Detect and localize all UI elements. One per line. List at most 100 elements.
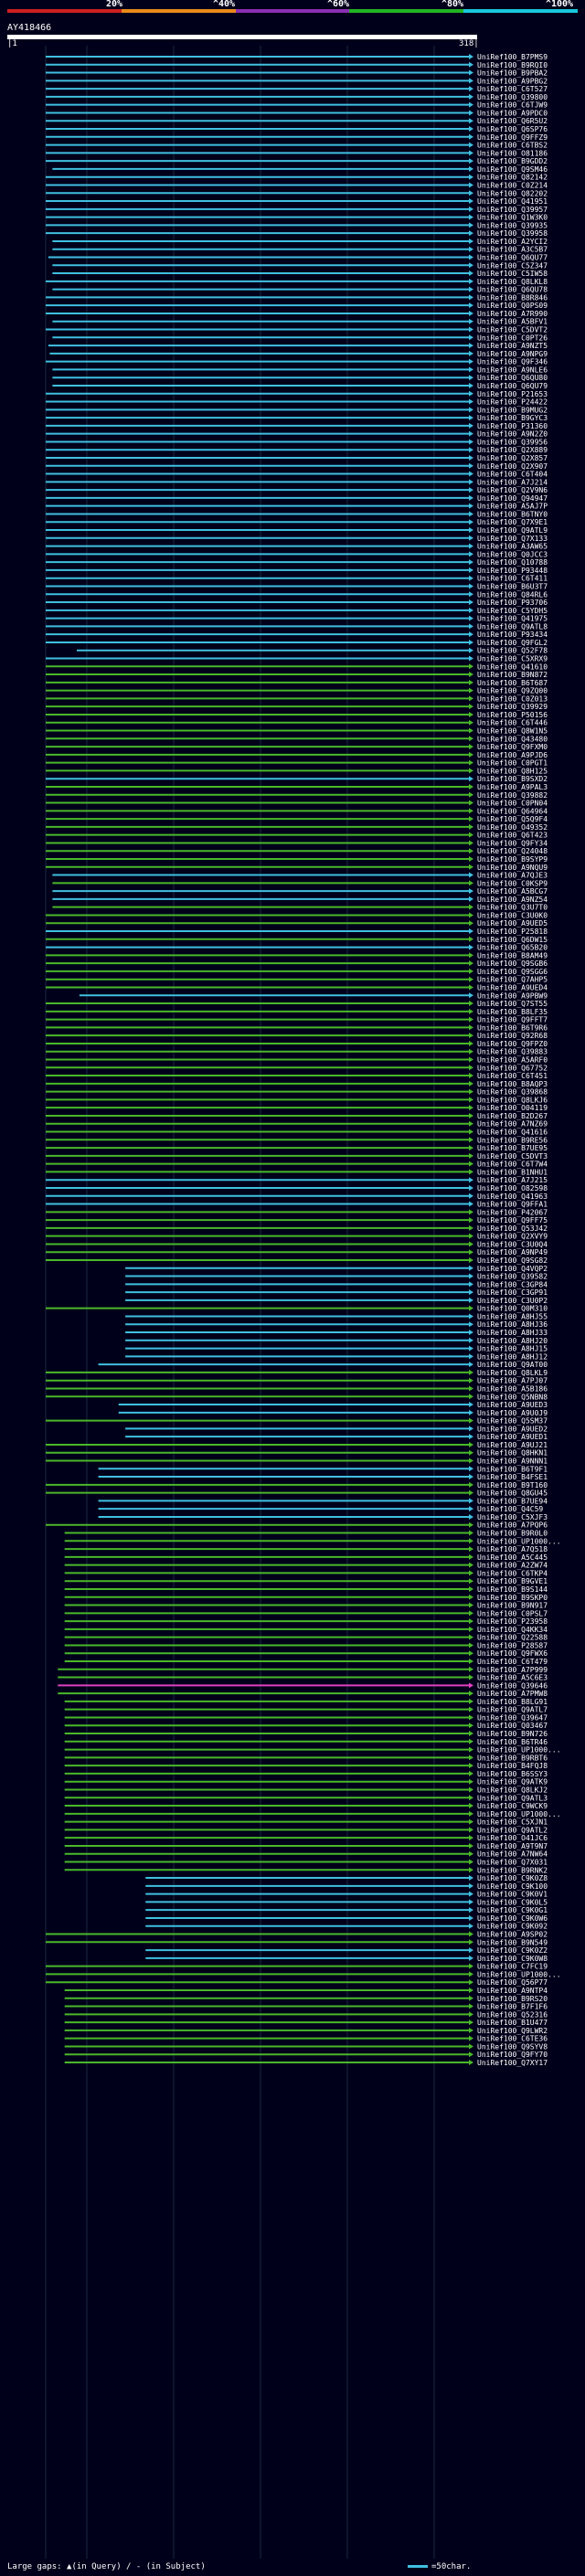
hit-label[interactable]: UniRef100_Q39929	[477, 703, 548, 711]
hit-label[interactable]: UniRef100_Q7XY17	[477, 2059, 548, 2067]
hit-label[interactable]: UniRef100_Q53J42	[477, 1224, 548, 1233]
hit-label[interactable]: UniRef100_C0Z214	[477, 181, 548, 189]
hit-label[interactable]: UniRef100_B8AM49	[477, 951, 548, 959]
hit-label[interactable]: UniRef100_B7UE94	[477, 1497, 548, 1505]
hit-label[interactable]: UniRef100_B9N726	[477, 1730, 548, 1738]
hit-label[interactable]: UniRef100_Q9SYV8	[477, 2042, 548, 2051]
hit-label[interactable]: UniRef100_B9RS20	[477, 1995, 548, 2003]
hit-label[interactable]: UniRef100_Q10788	[477, 558, 548, 567]
hit-label[interactable]: UniRef100_A9UED1	[477, 1433, 548, 1441]
hit-label[interactable]: UniRef100_A7NZ69	[477, 1120, 548, 1129]
hit-label[interactable]: UniRef100_Q5Q9F4	[477, 815, 548, 823]
hit-label[interactable]: UniRef100_A7J215	[477, 1176, 548, 1184]
hit-label[interactable]: UniRef100_C9K100	[477, 1882, 548, 1891]
hit-label[interactable]: UniRef100_C6TE36	[477, 2035, 548, 2043]
hit-label[interactable]: UniRef100_C9K0Z2	[477, 1946, 548, 1955]
hit-label[interactable]: UniRef100_C6TJW9	[477, 101, 548, 110]
hit-label[interactable]: UniRef100_A3AW65	[477, 543, 548, 551]
hit-label[interactable]: UniRef100_Q9F346	[477, 358, 548, 366]
hit-label[interactable]: UniRef100_O82598	[477, 1184, 548, 1193]
hit-label[interactable]: UniRef100_A5BFV1	[477, 318, 548, 326]
hit-label[interactable]: UniRef100_Q6DW15	[477, 936, 548, 944]
hit-label[interactable]: UniRef100_C0PN04	[477, 800, 548, 808]
hit-label[interactable]: UniRef100_Q39646	[477, 1681, 548, 1690]
hit-label[interactable]: UniRef100_A7NW64	[477, 1850, 548, 1859]
hit-label[interactable]: UniRef100_Q39883	[477, 1048, 548, 1056]
hit-label[interactable]: UniRef100_Q6QU80	[477, 374, 548, 382]
hit-label[interactable]: UniRef100_Q9FY34	[477, 839, 548, 847]
hit-label[interactable]: UniRef100_Q22588	[477, 1634, 548, 1642]
hit-label[interactable]: UniRef100_C6T479	[477, 1658, 548, 1666]
hit-label[interactable]: UniRef100_Q5NBN8	[477, 1393, 548, 1401]
hit-label[interactable]: UniRef100_Q52316	[477, 2010, 548, 2019]
hit-label[interactable]: UniRef100_B9GYC3	[477, 414, 548, 422]
hit-label[interactable]: UniRef100_B1NHU1	[477, 1168, 548, 1176]
hit-label[interactable]: UniRef100_C5Z347	[477, 261, 548, 270]
hit-label[interactable]: UniRef100_Q9ATK9	[477, 1778, 548, 1786]
hit-label[interactable]: UniRef100_Q9FFZ9	[477, 133, 548, 142]
hit-label[interactable]: UniRef100_B8LF35	[477, 1008, 548, 1016]
hit-label[interactable]: UniRef100_Q84RL6	[477, 590, 548, 599]
hit-label[interactable]: UniRef100_Q9SGB6	[477, 959, 548, 968]
hit-label[interactable]: UniRef100_C6TBS2	[477, 142, 548, 150]
hit-label[interactable]: UniRef100_C5DVT3	[477, 1152, 548, 1161]
hit-label[interactable]: UniRef100_Q39935	[477, 221, 548, 229]
hit-label[interactable]: UniRef100_B9SXD2	[477, 775, 548, 783]
hit-label[interactable]: UniRef100_A9U0J9	[477, 1409, 548, 1417]
hit-label[interactable]: UniRef100_C9K0G1	[477, 1906, 548, 1914]
hit-label[interactable]: UniRef100_A5ARF0	[477, 1056, 548, 1065]
hit-label[interactable]: UniRef100_A7P999	[477, 1666, 548, 1674]
hit-label[interactable]: UniRef100_C0PGT1	[477, 759, 548, 768]
hit-label[interactable]: UniRef100_B1U477	[477, 2019, 548, 2027]
hit-label[interactable]: UniRef100_B8R846	[477, 293, 548, 302]
hit-label[interactable]: UniRef100_Q92R68	[477, 1032, 548, 1040]
hit-label[interactable]: UniRef100_A3C5B7	[477, 246, 548, 254]
hit-label[interactable]: UniRef100_Q6SP76	[477, 125, 548, 133]
hit-label[interactable]: UniRef100_Q82142	[477, 174, 548, 182]
hit-label[interactable]: UniRef100_C6T411	[477, 575, 548, 583]
hit-label[interactable]: UniRef100_C3U0K0	[477, 911, 548, 919]
hit-label[interactable]: UniRef100_Q24048	[477, 847, 548, 855]
hit-label[interactable]: UniRef100_Q8H125	[477, 767, 548, 775]
hit-label[interactable]: UniRef100_Q9SM46	[477, 165, 548, 174]
hit-label[interactable]: UniRef100_B9T160	[477, 1481, 548, 1489]
hit-label[interactable]: UniRef100_Q9FFT7	[477, 1016, 548, 1024]
hit-label[interactable]: UniRef100_P21653	[477, 390, 548, 398]
hit-label[interactable]: UniRef100_A9N2Z0	[477, 430, 548, 439]
hit-label[interactable]: UniRef100_Q7ST55	[477, 1000, 548, 1008]
hit-label[interactable]: UniRef100_Q9FY70	[477, 2051, 548, 2059]
hit-label[interactable]: UniRef100_B9R0L0	[477, 1530, 548, 1538]
hit-label[interactable]: UniRef100_Q8LKJ6	[477, 1096, 548, 1104]
hit-label[interactable]: UniRef100_A9NLE6	[477, 366, 548, 374]
hit-label[interactable]: UniRef100_Q2X907	[477, 462, 548, 471]
hit-label[interactable]: UniRef100_A5B186	[477, 1384, 548, 1393]
hit-label[interactable]: UniRef100_A7Q518	[477, 1545, 548, 1553]
hit-label[interactable]: UniRef100_Q03467	[477, 1722, 548, 1730]
hit-label[interactable]: UniRef100_A5C6E3	[477, 1674, 548, 1682]
hit-label[interactable]: UniRef100_Q9SGG6	[477, 968, 548, 976]
hit-label[interactable]: UniRef100_A5C445	[477, 1553, 548, 1562]
hit-label[interactable]: UniRef100_A9NZT5	[477, 342, 548, 350]
hit-label[interactable]: UniRef100_A2YCI2	[477, 238, 548, 246]
hit-label[interactable]: UniRef100_Q43480	[477, 735, 548, 743]
hit-label[interactable]: UniRef100_Q39958	[477, 229, 548, 238]
hit-label[interactable]: UniRef100_C3U0P2	[477, 1297, 548, 1305]
hit-label[interactable]: UniRef100_C0Z013	[477, 694, 548, 703]
hit-label[interactable]: UniRef100_C5XJF3	[477, 1513, 548, 1521]
hit-label[interactable]: UniRef100_A9NTP4	[477, 1987, 548, 1995]
hit-label[interactable]: UniRef100_A9SP02	[477, 1931, 548, 1939]
hit-label[interactable]: UniRef100_Q4C59	[477, 1505, 543, 1513]
hit-label[interactable]: UniRef100_Q7X133	[477, 535, 548, 543]
hit-label[interactable]: UniRef100_Q39868	[477, 1088, 548, 1097]
hit-label[interactable]: UniRef100_P23958	[477, 1617, 548, 1626]
hit-label[interactable]: UniRef100_UP1000...	[477, 1746, 561, 1754]
hit-label[interactable]: UniRef100_Q41610	[477, 663, 548, 671]
hit-label[interactable]: UniRef100_Q9FFA1	[477, 1201, 548, 1209]
hit-label[interactable]: UniRef100_Q8W1N5	[477, 727, 548, 736]
hit-label[interactable]: UniRef100_Q9ATL2	[477, 1826, 548, 1834]
hit-label[interactable]: UniRef100_Q2X857	[477, 454, 548, 462]
hit-label[interactable]: UniRef100_UP1000...	[477, 1810, 561, 1818]
hit-label[interactable]: UniRef100_B9MUG2	[477, 406, 548, 414]
hit-label[interactable]: UniRef100_Q5SM37	[477, 1417, 548, 1426]
hit-label[interactable]: UniRef100_B6TNY0	[477, 510, 548, 518]
